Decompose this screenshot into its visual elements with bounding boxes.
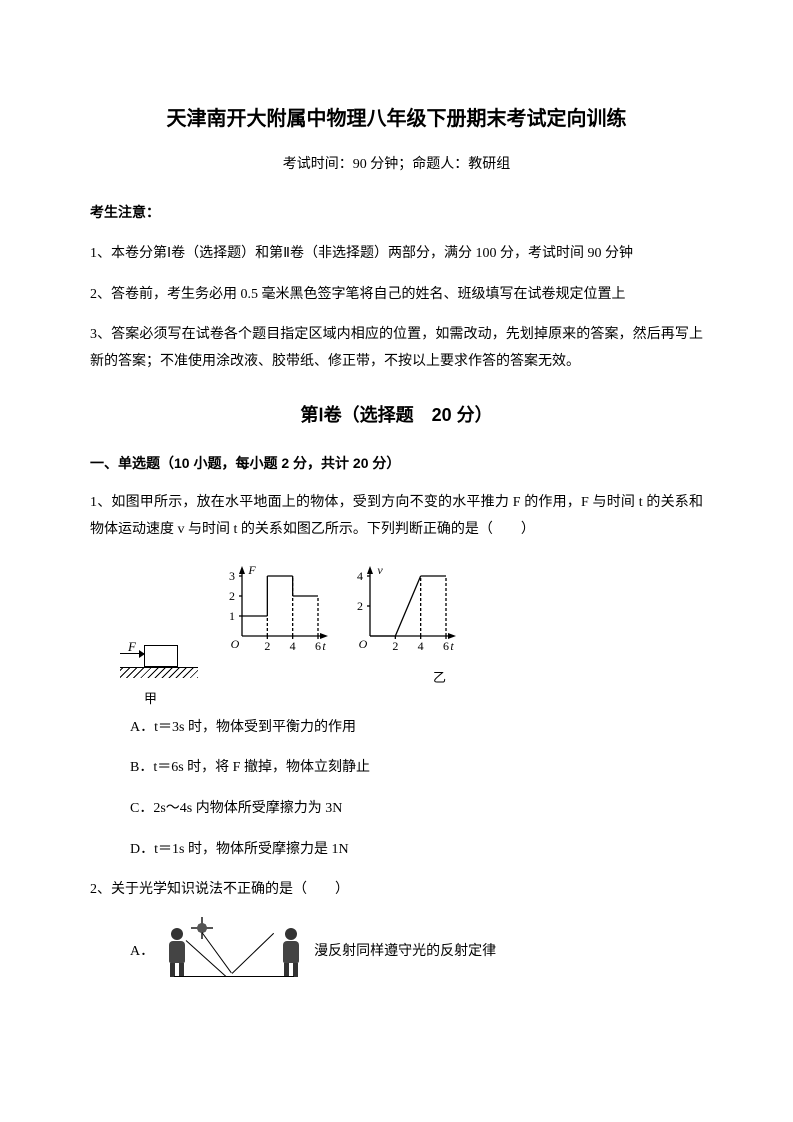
figure-yi-wrapper: Ft O 1 2 3 2 4 6 v t O 2 4 2 4 6 乙 [220,564,458,691]
svg-text:4: 4 [290,639,296,653]
option-a-text: 漫反射同样遵守光的反射定律 [314,939,496,966]
svg-text:3: 3 [229,569,235,583]
question-2-option-a: A． 漫反射同样遵守光的反射定律 [130,918,703,988]
option-c: C．2s～4s 内物体所受摩擦力为 3N [130,796,703,823]
option-a: A．t＝3s 时，物体受到平衡力的作用 [130,715,703,742]
force-arrow-icon [120,653,144,655]
light-ray-icon [232,933,274,974]
notice-item: 3、答案必须写在试卷各个题目指定区域内相应的位置，如需改动，先划掉原来的答案，然… [90,322,703,375]
svg-text:1: 1 [229,609,235,623]
svg-text:O: O [359,637,368,651]
question-1-stem: 1、如图甲所示，放在水平地面上的物体，受到方向不变的水平推力 F 的作用，F 与… [90,490,703,543]
svg-text:2: 2 [357,599,363,613]
person-right-icon [280,928,302,976]
figure-yi-label: 乙 [220,666,458,691]
svg-text:6: 6 [443,639,449,653]
subsection-heading: 一、单选题（10 小题，每小题 2 分，共计 20 分） [90,450,703,477]
svg-text:6: 6 [315,639,321,653]
figure-jia-label: 甲 [144,687,157,712]
svg-text:4: 4 [418,639,424,653]
svg-text:F: F [247,564,256,577]
notice-item: 1、本卷分第Ⅰ卷（选择题）和第Ⅱ卷（非选择题）两部分，满分 100 分，考试时间… [90,241,703,268]
svg-text:2: 2 [229,589,235,603]
option-d: D．t＝1s 时，物体所受摩擦力是 1N [130,837,703,864]
force-label: F [128,635,136,660]
svg-text:4: 4 [357,569,363,583]
graph-f-t: Ft O 1 2 3 2 4 6 [220,564,330,665]
question-1-options: A．t＝3s 时，物体受到平衡力的作用 B．t＝6s 时，将 F 撤掉，物体立刻… [130,715,703,863]
option-a-prefix: A． [130,939,154,966]
option-b: B．t＝6s 时，将 F 撤掉，物体立刻静止 [130,755,703,782]
ground-hatch [120,668,198,678]
graph-v-t: v t O 2 4 2 4 6 [348,564,458,665]
svg-text:v: v [377,564,383,577]
block-icon [144,645,178,667]
svg-text:O: O [231,637,240,651]
svg-text:t: t [322,639,326,653]
figure-jia-block: F 甲 [120,631,200,691]
notice-item: 2、答卷前，考生务必用 0.5 毫米黑色签字笔将自己的姓名、班级填写在试卷规定位… [90,282,703,309]
notice-heading: 考生注意： [90,201,703,228]
svg-text:2: 2 [392,639,398,653]
svg-text:t: t [450,639,454,653]
question-1-figures: F 甲 Ft O 1 2 3 2 4 6 v t O 2 4 2 4 6 乙 [120,564,703,691]
svg-text:2: 2 [264,639,270,653]
section-1-title: 第Ⅰ卷（选择题 20 分） [90,398,703,432]
exam-subtitle: 考试时间：90 分钟；命题人：教研组 [90,152,703,179]
person-left-icon [166,928,188,976]
question-2-stem: 2、关于光学知识说法不正确的是（ ） [90,877,703,904]
reflection-illustration [164,918,304,988]
surface-line [174,976,294,978]
exam-title: 天津南开大附属中物理八年级下册期末考试定向训练 [90,100,703,138]
